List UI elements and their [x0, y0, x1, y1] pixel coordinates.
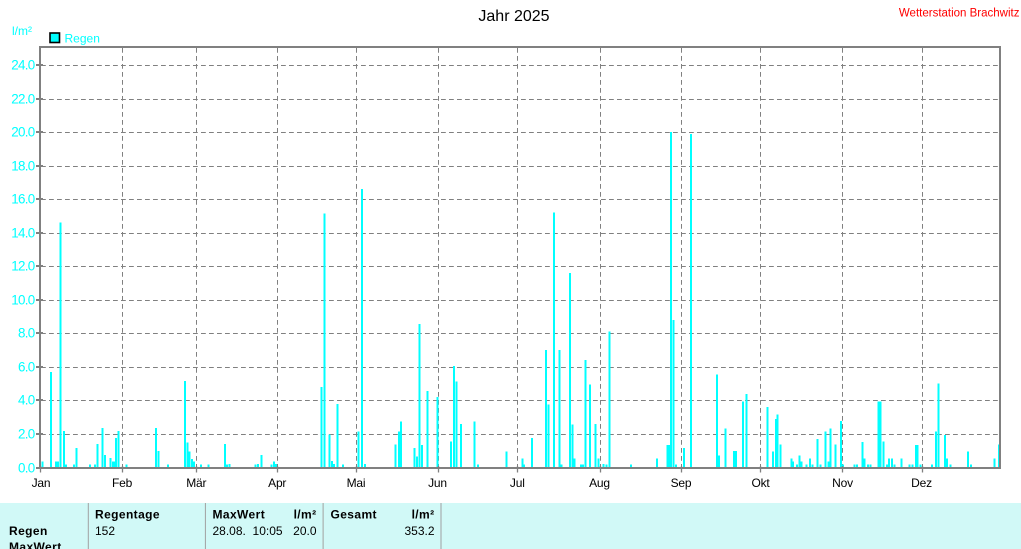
svg-text:Okt: Okt	[751, 476, 770, 490]
svg-text:Wetterstation Brachwitz: Wetterstation Brachwitz	[899, 8, 1020, 20]
svg-text:2.0: 2.0	[18, 427, 35, 442]
svg-text:152: 152	[95, 524, 115, 538]
svg-text:20.0: 20.0	[293, 524, 317, 538]
svg-text:l/m²: l/m²	[294, 508, 317, 522]
svg-text:Apr: Apr	[268, 476, 286, 490]
svg-text:18.0: 18.0	[11, 159, 35, 174]
svg-text:0.0: 0.0	[18, 461, 35, 476]
svg-text:10.0: 10.0	[11, 293, 35, 308]
svg-text:14.0: 14.0	[11, 226, 35, 241]
svg-text:Mär: Mär	[186, 476, 206, 490]
svg-text:Regen: Regen	[65, 32, 100, 46]
svg-text:16.0: 16.0	[11, 192, 35, 207]
svg-text:24.0: 24.0	[11, 58, 35, 73]
svg-text:8.0: 8.0	[18, 326, 35, 341]
svg-text:4.0: 4.0	[18, 393, 35, 408]
svg-text:28.08. 10:05: 28.08. 10:05	[213, 524, 283, 538]
svg-text:Nov: Nov	[832, 476, 853, 490]
svg-text:Dez: Dez	[911, 476, 932, 490]
svg-text:20.0: 20.0	[11, 125, 35, 140]
svg-text:Feb: Feb	[112, 476, 133, 490]
svg-text:Jan: Jan	[32, 476, 51, 490]
svg-text:l/m²: l/m²	[412, 508, 435, 522]
svg-text:MaxWert: MaxWert	[213, 508, 266, 522]
svg-text:Jun: Jun	[428, 476, 447, 490]
svg-text:MaxWert: MaxWert	[9, 540, 62, 549]
svg-text:Mai: Mai	[347, 476, 366, 490]
svg-text:Jahr 2025: Jahr 2025	[478, 8, 549, 25]
svg-text:22.0: 22.0	[11, 92, 35, 107]
svg-text:l/m²: l/m²	[12, 24, 32, 38]
svg-text:Aug: Aug	[589, 476, 610, 490]
svg-text:12.0: 12.0	[11, 259, 35, 274]
svg-text:Sep: Sep	[671, 476, 692, 490]
svg-text:Regen: Regen	[9, 524, 48, 538]
svg-text:353.2: 353.2	[404, 524, 434, 538]
svg-text:Regentage: Regentage	[95, 508, 160, 522]
svg-text:Gesamt: Gesamt	[331, 508, 377, 522]
svg-text:6.0: 6.0	[18, 360, 35, 375]
svg-text:Jul: Jul	[510, 476, 525, 490]
